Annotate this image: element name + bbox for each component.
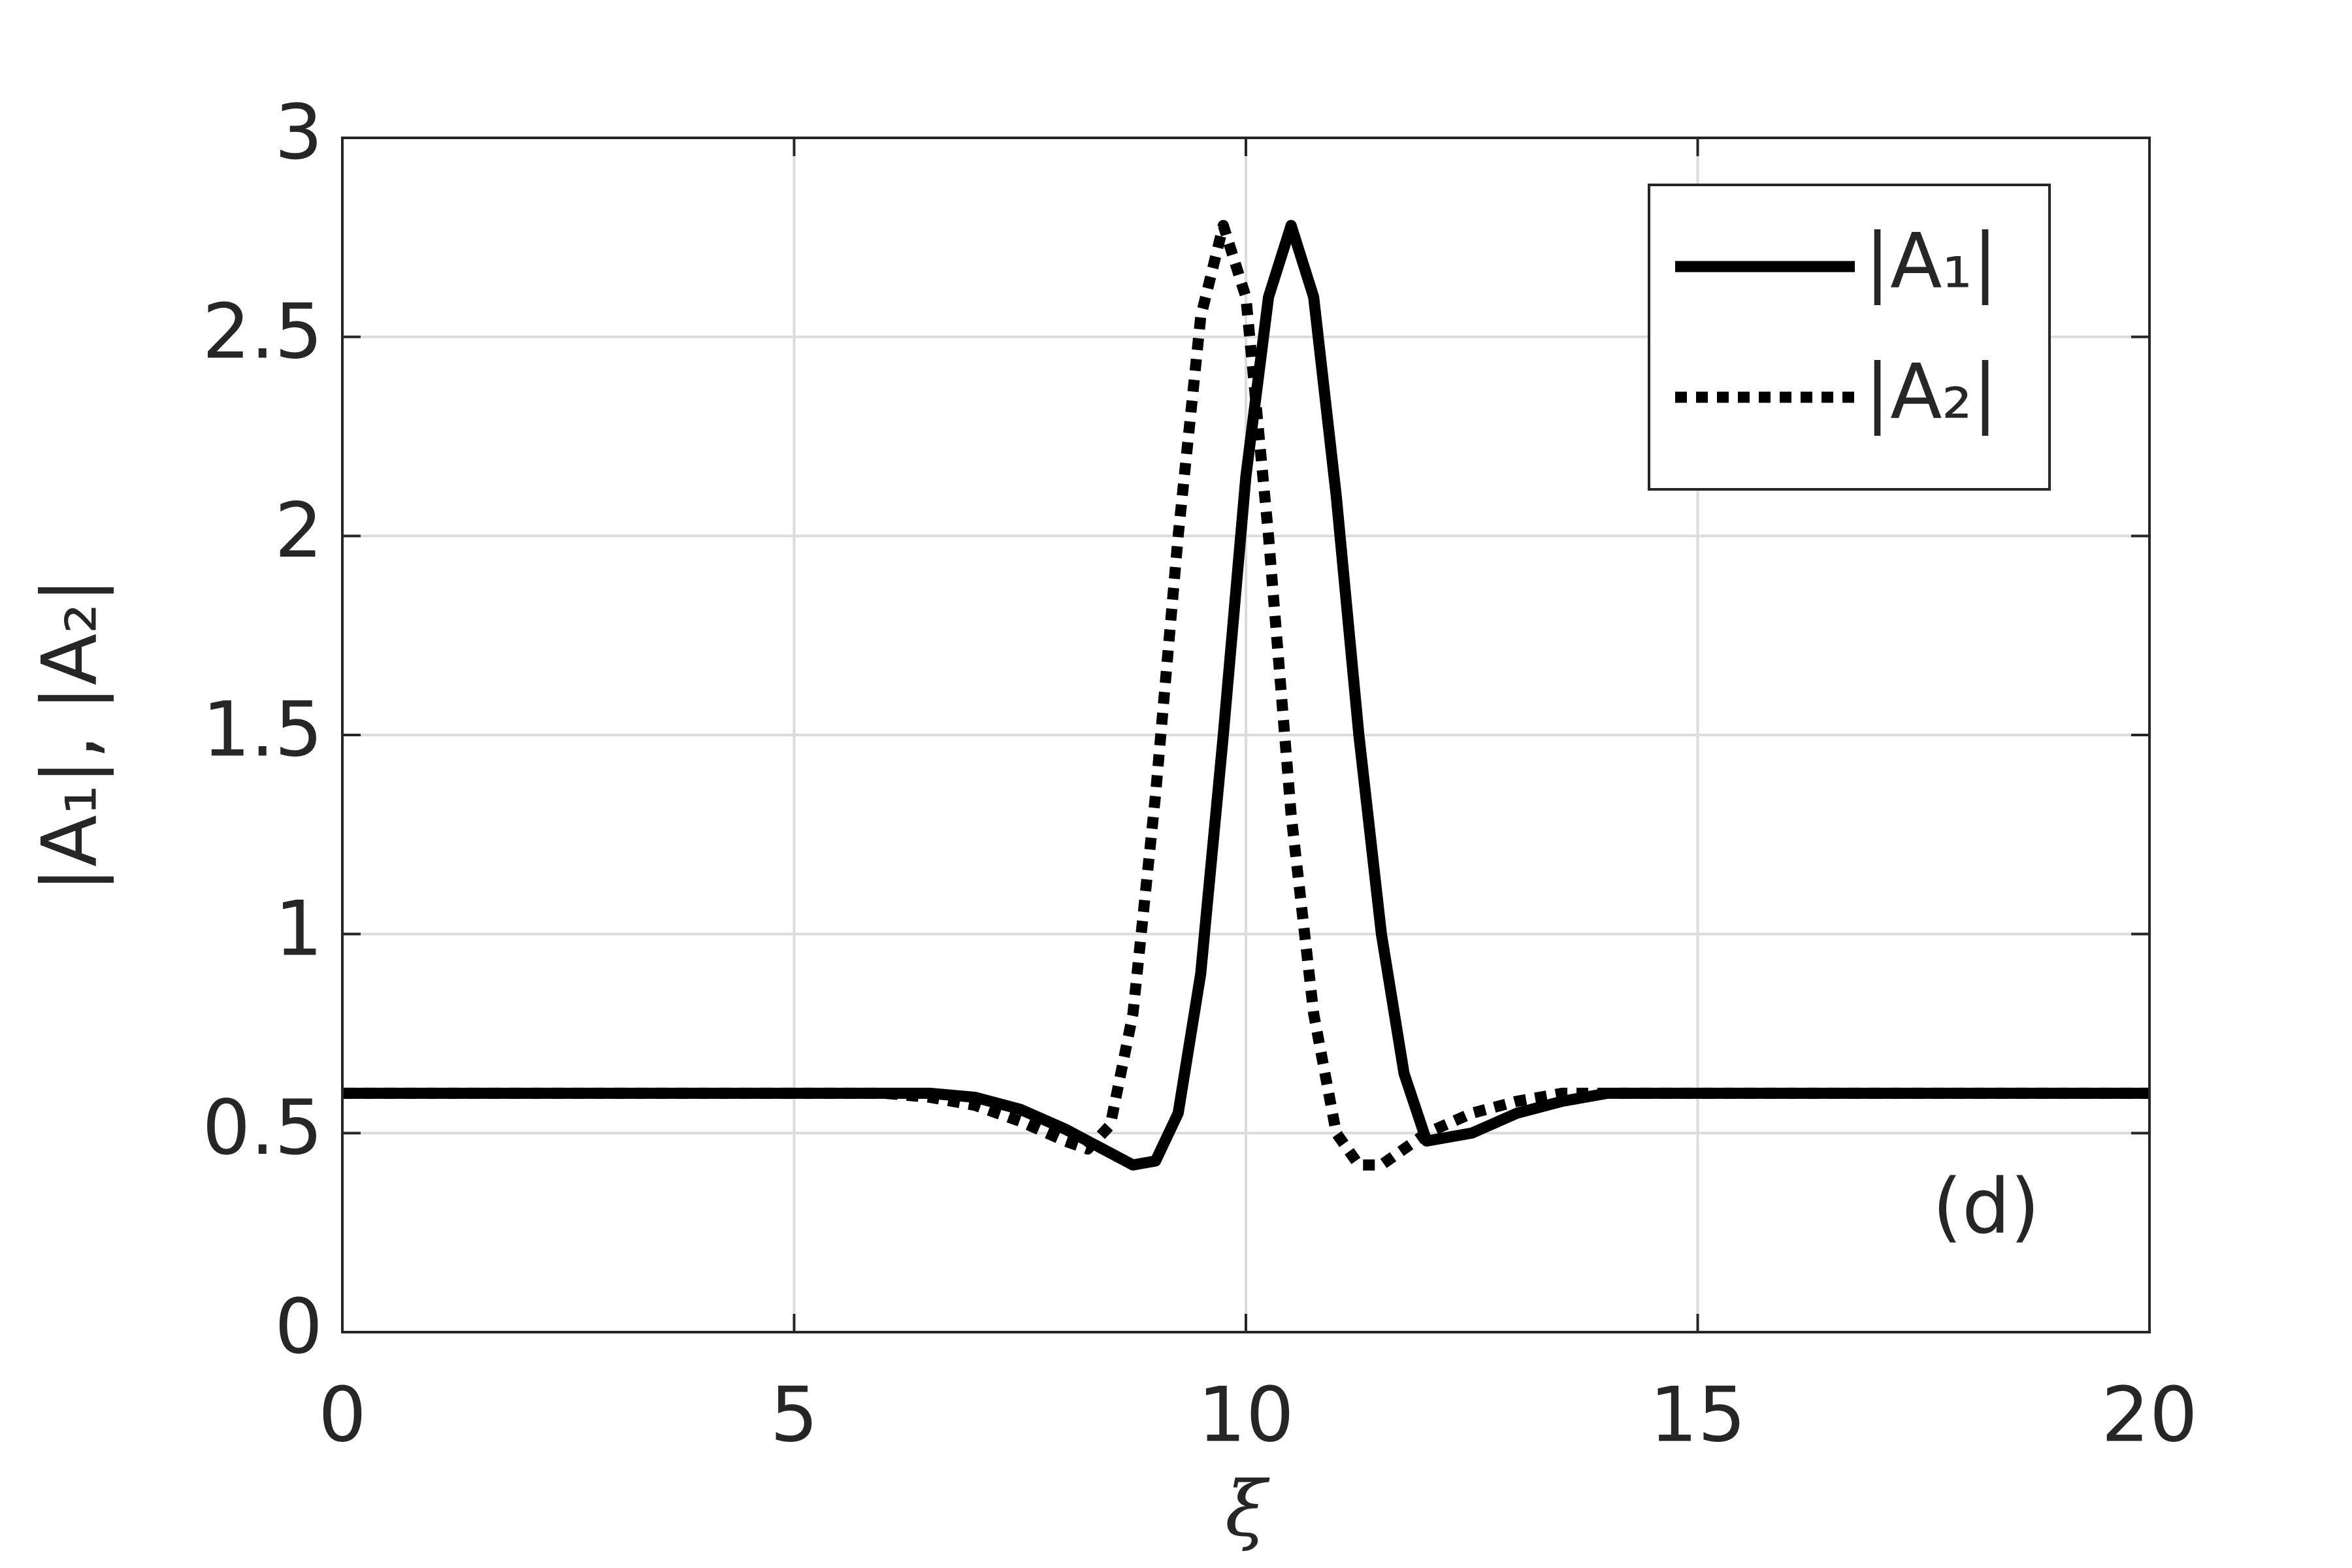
axes-box <box>341 137 2151 1333</box>
x-tick-label: 20 <box>2101 1371 2198 1460</box>
legend-box <box>1648 184 2051 491</box>
x-tick-label: 10 <box>1198 1371 1294 1460</box>
x-axis-label: ξ <box>1225 1465 1270 1554</box>
y-tick-label: 0 <box>274 1283 323 1371</box>
y-tick-label: 3 <box>274 89 323 177</box>
annotation: (d) <box>1933 1163 2040 1251</box>
legend-label: |A₁| <box>1865 218 1998 306</box>
x-tick-label: 5 <box>770 1371 819 1460</box>
y-tick-label: 0.5 <box>203 1084 323 1172</box>
y-tick-label: 2 <box>274 487 323 575</box>
y-tick-label: 1 <box>274 885 323 973</box>
x-tick-label: 0 <box>318 1371 367 1460</box>
y-axis-label: |A₁|, |A₂| <box>26 578 114 892</box>
x-tick-label: 15 <box>1650 1371 1746 1460</box>
legend-label: |A₂| <box>1865 348 1998 436</box>
data-line <box>342 220 2149 1171</box>
y-tick-label: 2.5 <box>203 287 323 376</box>
y-tick-label: 1.5 <box>203 686 323 774</box>
